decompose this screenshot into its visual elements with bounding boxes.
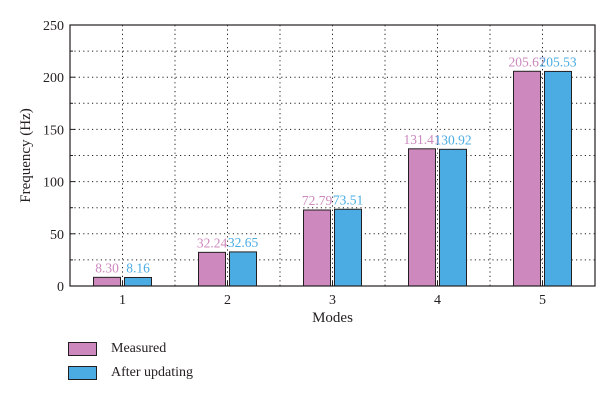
bar-measured-mode-1 bbox=[93, 276, 121, 287]
x-tick-label: 3 bbox=[329, 293, 336, 308]
data-label-measured-mode-4: 131.41 bbox=[403, 132, 440, 147]
bars bbox=[93, 70, 572, 287]
data-label-after-updating-mode-4: 130.92 bbox=[434, 132, 471, 147]
y-tick-label: 200 bbox=[43, 71, 64, 86]
y-tick-label: 0 bbox=[57, 280, 64, 295]
x-tick-label: 4 bbox=[434, 293, 441, 308]
tick-labels: 0 50 100 150 200 250 1 2 3 4 5 bbox=[43, 19, 546, 308]
bar-after-updating-mode-3 bbox=[334, 208, 362, 287]
legend-item-after-updating: After updating bbox=[68, 362, 193, 384]
x-tick-label: 2 bbox=[224, 293, 231, 308]
data-label-after-updating-mode-1: 8.16 bbox=[126, 260, 150, 275]
axes bbox=[69, 24, 596, 287]
y-tick-label: 250 bbox=[43, 19, 64, 34]
legend-label-after-updating: After updating bbox=[111, 365, 194, 380]
x-tick-label: 5 bbox=[539, 293, 546, 308]
y-axis-label: Frequency (Hz) bbox=[18, 108, 34, 203]
data-label-measured-mode-1: 8.30 bbox=[95, 260, 119, 275]
bar-after-updating-mode-1 bbox=[124, 276, 152, 287]
bar-measured-mode-5 bbox=[513, 70, 541, 287]
bar-measured-mode-3 bbox=[303, 209, 331, 287]
data-label-measured-mode-5: 205.67 bbox=[508, 54, 545, 69]
bar-after-updating-mode-5 bbox=[544, 70, 572, 287]
y-tick-label: 50 bbox=[50, 228, 64, 243]
data-label-after-updating-mode-5: 205.53 bbox=[539, 54, 576, 69]
y-tick-label: 100 bbox=[43, 176, 64, 191]
x-tick-label: 1 bbox=[119, 293, 126, 308]
data-label-after-updating-mode-2: 32.65 bbox=[228, 235, 259, 250]
legend-item-measured: Measured bbox=[68, 338, 193, 360]
data-label-measured-mode-2: 32.24 bbox=[197, 235, 228, 250]
x-axis-label: Modes bbox=[312, 310, 353, 326]
bar-after-updating-mode-2 bbox=[229, 251, 257, 287]
legend-label-measured: Measured bbox=[111, 341, 167, 356]
data-label-after-updating-mode-3: 73.51 bbox=[333, 192, 363, 207]
y-tick-label: 150 bbox=[43, 123, 64, 138]
bar-measured-mode-4 bbox=[408, 148, 436, 287]
bar-after-updating-mode-4 bbox=[439, 148, 467, 287]
legend-swatch-measured bbox=[68, 342, 97, 356]
legend: Measured After updating bbox=[68, 338, 193, 386]
legend-swatch-after-updating bbox=[68, 366, 97, 380]
data-label-measured-mode-3: 72.79 bbox=[302, 193, 333, 208]
data-labels: 8.30 32.24 72.79 131.41 205.67 8.16 32.65 73.51… bbox=[95, 54, 577, 275]
bar-measured-mode-2 bbox=[198, 251, 226, 287]
